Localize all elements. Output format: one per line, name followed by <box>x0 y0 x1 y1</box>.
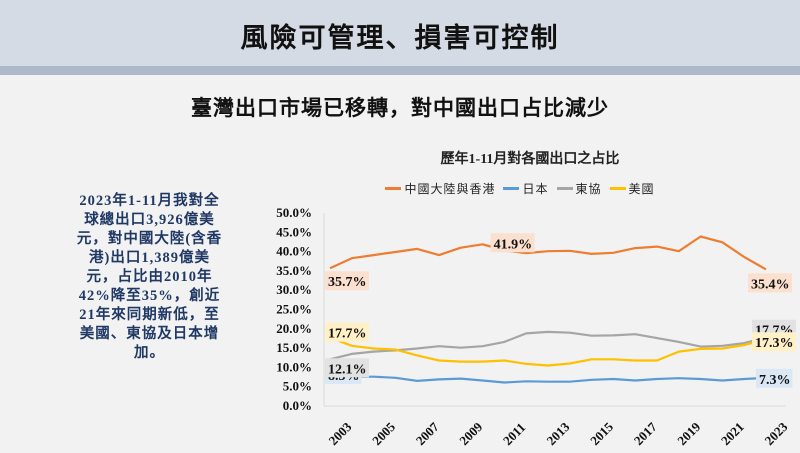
x-tick-label: 2017 <box>631 419 660 448</box>
legend-item-japan: 日本 <box>503 180 548 197</box>
series-line <box>329 330 767 361</box>
x-tick-label: 2003 <box>326 419 355 448</box>
summary-text: 2023年1-11月我對全 球總出口3,926億美 元，對中國大陸(含香 港)出… <box>62 192 237 363</box>
svg-text:35.7%: 35.7% <box>328 275 367 290</box>
series-lines <box>329 235 767 384</box>
legend-item-usa: 美國 <box>609 180 655 197</box>
slide-subtitle: 臺灣出口市場已移轉，對中國出口占比減少 <box>191 95 609 120</box>
chart-legend: 中國大陸與香港 日本 東協 美國 <box>360 180 680 197</box>
legend-item-china: 中國大陸與香港 <box>385 180 495 197</box>
legend-label: 東協 <box>575 182 602 196</box>
summary-line: 42%降至35%，創近 <box>78 288 221 304</box>
data-label: 17.3% <box>752 332 796 352</box>
data-label: 41.9% <box>490 233 535 253</box>
slide-title: 風險可管理、損害可控制 <box>240 22 560 54</box>
y-tick-label: 45.0% <box>276 224 312 239</box>
x-tick-label: 2023 <box>762 419 791 448</box>
x-tick-label: 2009 <box>456 419 485 448</box>
x-tick-label: 2015 <box>587 419 616 448</box>
y-tick-label: 5.0% <box>283 379 312 394</box>
y-tick-label: 35.0% <box>276 263 312 278</box>
data-label: 7.3% <box>756 368 793 388</box>
legend-swatch-usa <box>609 187 626 190</box>
y-tick-label: 40.0% <box>276 244 312 259</box>
y-tick-label: 0.0% <box>283 398 312 413</box>
x-tick-label: 2021 <box>718 419 747 448</box>
legend-swatch-japan <box>503 187 520 190</box>
summary-line: 元，對中國大陸(含香 <box>76 231 223 247</box>
summary-line: 加。 <box>134 345 165 361</box>
x-tick-label: 2019 <box>674 419 703 448</box>
legend-swatch-asean <box>556 187 573 190</box>
svg-text:7.3%: 7.3% <box>759 373 791 388</box>
x-tick-label: 2007 <box>413 419 442 448</box>
legend-item-asean: 東協 <box>556 180 602 197</box>
summary-line: 2023年1-11月我對全 <box>79 193 220 209</box>
summary-line: 21年來同期新低，至 <box>79 307 220 323</box>
slide-header: 風險可管理、損害可控制 <box>0 0 800 66</box>
svg-text:41.9%: 41.9% <box>494 237 532 252</box>
y-tick-label: 30.0% <box>276 282 312 297</box>
series-line <box>329 336 767 367</box>
y-tick-label: 20.0% <box>276 321 312 336</box>
x-tick-label: 2011 <box>500 420 528 448</box>
summary-line: 美國、東協及日本增 <box>79 326 220 342</box>
data-labels: 35.7%41.9%35.4%8.3%7.3%12.1%17.7%17.7%17… <box>325 233 796 388</box>
x-tick-label: 2013 <box>544 419 573 448</box>
y-tick-label: 50.0% <box>276 205 312 220</box>
svg-text:35.4%: 35.4% <box>751 277 790 292</box>
summary-line: 元，占比由2010年 <box>86 269 213 285</box>
data-label: 12.1% <box>325 358 369 378</box>
summary-line: 球總出口3,926億美 <box>84 212 215 228</box>
legend-label: 美國 <box>628 182 655 196</box>
y-tick-label: 15.0% <box>276 340 312 355</box>
chart-title: 歷年1-11月對各國出口之占比 <box>440 152 620 167</box>
data-label: 17.7% <box>325 322 369 342</box>
series-line <box>329 372 767 384</box>
svg-text:12.1%: 12.1% <box>328 362 367 377</box>
y-axis-ticks: 0.0% 5.0% 10.0% 15.0% 20.0% 25.0% 30.0% 35.0% 40… <box>276 205 312 413</box>
data-label: 35.7% <box>325 271 369 291</box>
summary-line: 港)出口1,389億美 <box>89 250 210 266</box>
legend-label: 日本 <box>522 182 549 196</box>
legend-label: 中國大陸與香港 <box>404 182 496 196</box>
svg-text:17.7%: 17.7% <box>328 327 367 342</box>
series-line <box>329 235 767 271</box>
x-tick-label: 2005 <box>369 419 398 448</box>
y-tick-label: 10.0% <box>276 359 312 374</box>
legend-swatch-china <box>385 187 402 190</box>
svg-text:17.3%: 17.3% <box>755 336 794 351</box>
y-tick-label: 25.0% <box>276 302 312 317</box>
data-label: 35.4% <box>748 273 792 293</box>
header-divider <box>0 66 800 75</box>
x-axis-ticks: 2003 2005 2007 2009 2011 2013 2015 2017 2019 2021… <box>326 419 791 448</box>
